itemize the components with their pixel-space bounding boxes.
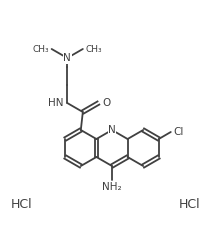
- Text: HN: HN: [48, 98, 63, 108]
- Text: O: O: [102, 98, 111, 108]
- Text: HCl: HCl: [179, 199, 201, 212]
- Text: HCl: HCl: [11, 199, 33, 212]
- Text: CH₃: CH₃: [32, 44, 49, 54]
- Text: Cl: Cl: [174, 127, 184, 137]
- Text: N: N: [63, 53, 71, 63]
- Text: CH₃: CH₃: [86, 44, 102, 54]
- Text: N: N: [108, 125, 116, 135]
- Text: NH₂: NH₂: [102, 182, 122, 192]
